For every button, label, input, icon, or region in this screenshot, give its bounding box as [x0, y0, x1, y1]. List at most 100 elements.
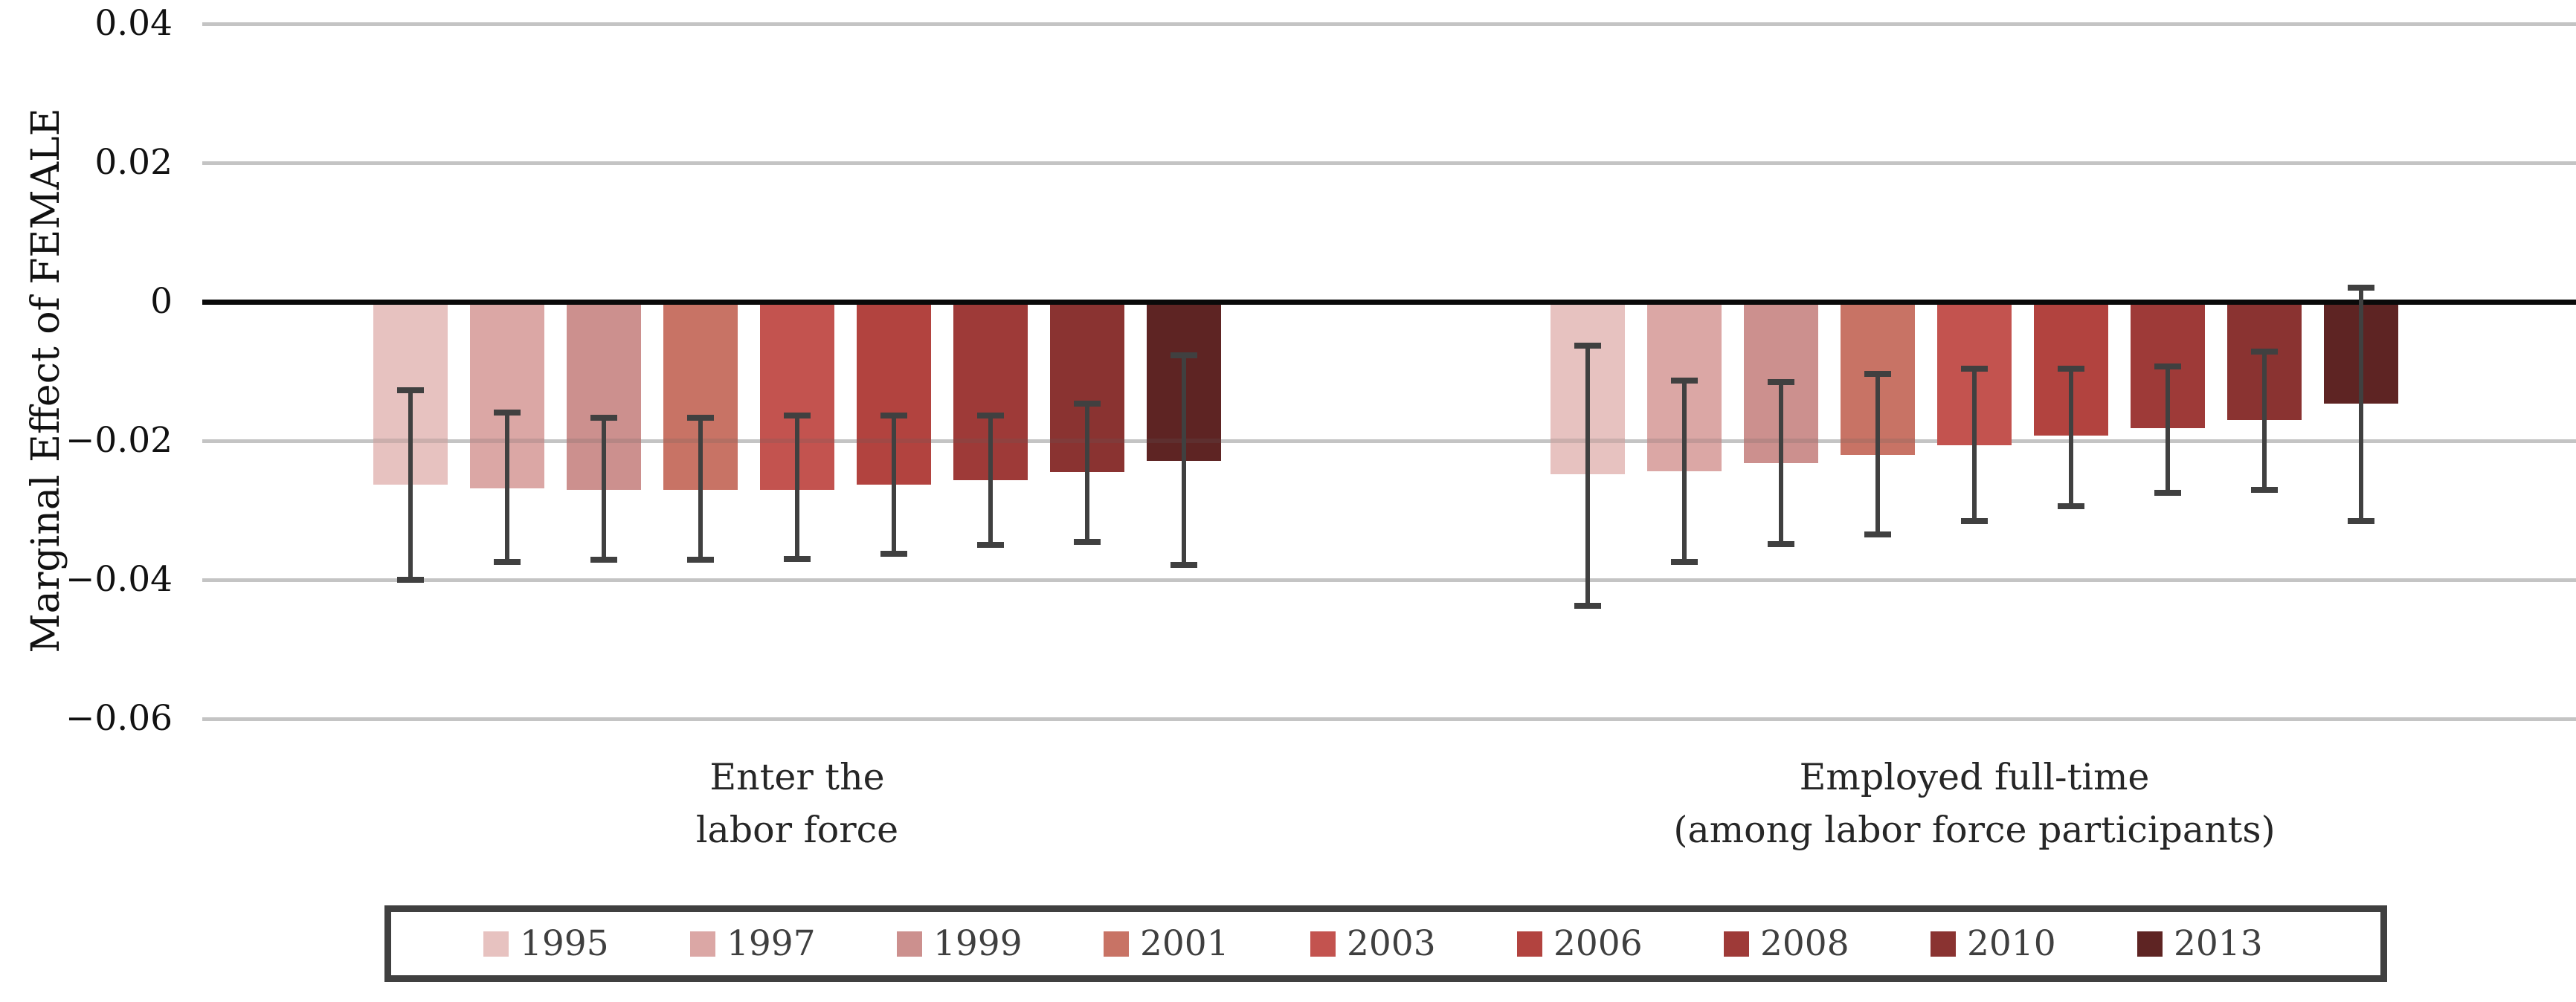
error-bar-cap-high: [1171, 352, 1197, 358]
error-bar-cap-high: [977, 413, 1004, 419]
zero-axis-line: [202, 299, 2576, 305]
error-bar-cap-low: [2058, 502, 2084, 509]
legend-item-2003: 2003: [1310, 912, 1436, 975]
legend-swatch-2013: [2137, 931, 2163, 957]
error-bar-1997-employed-full-time: [1682, 380, 1687, 562]
error-bar-2001-enter-labor-force: [698, 418, 703, 560]
error-bar-2010-employed-full-time: [2262, 352, 2267, 491]
gridline-−0.06: [202, 717, 2576, 721]
legend-item-1997: 1997: [690, 912, 816, 975]
error-bar-cap-high: [1864, 371, 1891, 378]
gridline-0.04: [202, 22, 2576, 26]
error-bar-cap-high: [1671, 377, 1698, 384]
gridline-−0.02: [202, 439, 2576, 443]
y-tick-label-0: 0: [150, 281, 173, 322]
error-bar-1999-employed-full-time: [1779, 382, 1783, 545]
legend-label-2013: 2013: [2174, 923, 2263, 964]
legend-swatch-1995: [483, 931, 509, 957]
error-bar-cap-high: [2348, 285, 2374, 291]
error-bar-cap-high: [2251, 349, 2278, 355]
error-bar-cap-high: [590, 415, 617, 421]
y-tick-label-0.02: 0.02: [94, 142, 173, 183]
error-bar-1999-enter-labor-force: [602, 418, 606, 560]
legend-label-2003: 2003: [1347, 923, 1436, 964]
error-bar-2013-employed-full-time: [2359, 288, 2363, 521]
error-bar-cap-high: [397, 387, 424, 393]
error-bar-cap-low: [977, 542, 1004, 549]
error-bar-cap-low: [397, 577, 424, 583]
error-bar-cap-low: [494, 558, 521, 565]
legend-label-1999: 1999: [933, 923, 1023, 964]
error-bar-cap-low: [687, 556, 714, 563]
error-bar-cap-high: [880, 413, 907, 419]
category-label-enter-labor-force: Enter the labor force: [277, 751, 1318, 856]
error-bar-cap-low: [1574, 602, 1601, 609]
gridline-0.02: [202, 161, 2576, 165]
legend-item-1999: 1999: [897, 912, 1023, 975]
y-tick-label-−0.04: −0.04: [65, 559, 173, 600]
legend-swatch-1999: [897, 931, 922, 957]
error-bar-1995-enter-labor-force: [408, 390, 413, 580]
legend-item-2010: 2010: [1931, 912, 2056, 975]
error-bar-2010-enter-labor-force: [1085, 403, 1089, 542]
category-label-employed-full-time: Employed full-time (among labor force par…: [1454, 751, 2495, 856]
error-bar-cap-low: [880, 551, 907, 557]
legend-swatch-2003: [1310, 931, 1336, 957]
error-bar-2006-employed-full-time: [2069, 368, 2073, 506]
legend-swatch-2006: [1517, 931, 1542, 957]
error-bar-cap-high: [1074, 400, 1101, 407]
error-bar-cap-high: [687, 415, 714, 421]
error-bar-cap-low: [1768, 541, 1794, 548]
error-bar-cap-low: [590, 556, 617, 563]
error-bar-cap-high: [2058, 365, 2084, 372]
error-bar-cap-low: [1074, 538, 1101, 545]
legend-item-1995: 1995: [483, 912, 609, 975]
error-bar-2003-employed-full-time: [1972, 368, 1977, 521]
error-bar-cap-low: [2154, 490, 2181, 497]
error-bar-cap-low: [1171, 562, 1197, 569]
legend-swatch-1997: [690, 931, 715, 957]
legend-label-1995: 1995: [520, 923, 609, 964]
error-bar-cap-high: [1768, 379, 1794, 386]
legend-swatch-2008: [1724, 931, 1749, 957]
category-label-line: Enter the: [709, 756, 885, 798]
error-bar-2008-enter-labor-force: [988, 416, 993, 546]
error-bar-1997-enter-labor-force: [505, 412, 509, 562]
y-tick-label-−0.02: −0.02: [65, 420, 173, 461]
error-bar-cap-high: [494, 409, 521, 416]
legend-item-2008: 2008: [1724, 912, 1849, 975]
legend-label-2010: 2010: [1967, 923, 2056, 964]
error-bar-2003-enter-labor-force: [795, 416, 799, 559]
error-bar-cap-low: [1961, 517, 1988, 524]
error-bar-1995-employed-full-time: [1585, 345, 1590, 606]
error-bar-cap-low: [1671, 558, 1698, 565]
legend-item-2013: 2013: [2137, 912, 2263, 975]
legend-swatch-2010: [1931, 931, 1956, 957]
category-label-line: Employed full-time: [1799, 756, 2150, 798]
error-bar-2001-employed-full-time: [1875, 374, 1880, 535]
legend-item-2001: 2001: [1104, 912, 1229, 975]
error-bar-cap-low: [784, 555, 811, 562]
category-label-line: labor force: [695, 809, 899, 851]
error-bar-cap-high: [784, 413, 811, 419]
error-bar-cap-high: [1961, 365, 1988, 372]
error-bar-cap-low: [2251, 487, 2278, 494]
legend-item-2006: 2006: [1517, 912, 1643, 975]
error-bar-cap-low: [1864, 531, 1891, 538]
legend-swatch-2001: [1104, 931, 1129, 957]
legend: 1995 1997 1999 2001 2003 2006 2008 2010 2013: [384, 905, 2387, 982]
error-bar-2006-enter-labor-force: [892, 416, 896, 555]
y-tick-label-0.04: 0.04: [94, 3, 173, 44]
legend-label-2001: 2001: [1140, 923, 1229, 964]
error-bar-cap-high: [1574, 342, 1601, 349]
category-label-line: (among labor force participants): [1673, 809, 2276, 851]
error-bar-2008-employed-full-time: [2166, 366, 2170, 494]
legend-label-1997: 1997: [727, 923, 816, 964]
error-bar-cap-high: [2154, 363, 2181, 369]
legend-label-2006: 2006: [1553, 923, 1643, 964]
legend-label-2008: 2008: [1760, 923, 1849, 964]
error-bar-2013-enter-labor-force: [1182, 355, 1186, 566]
gridline-−0.04: [202, 578, 2576, 582]
error-bar-cap-low: [2348, 517, 2374, 524]
